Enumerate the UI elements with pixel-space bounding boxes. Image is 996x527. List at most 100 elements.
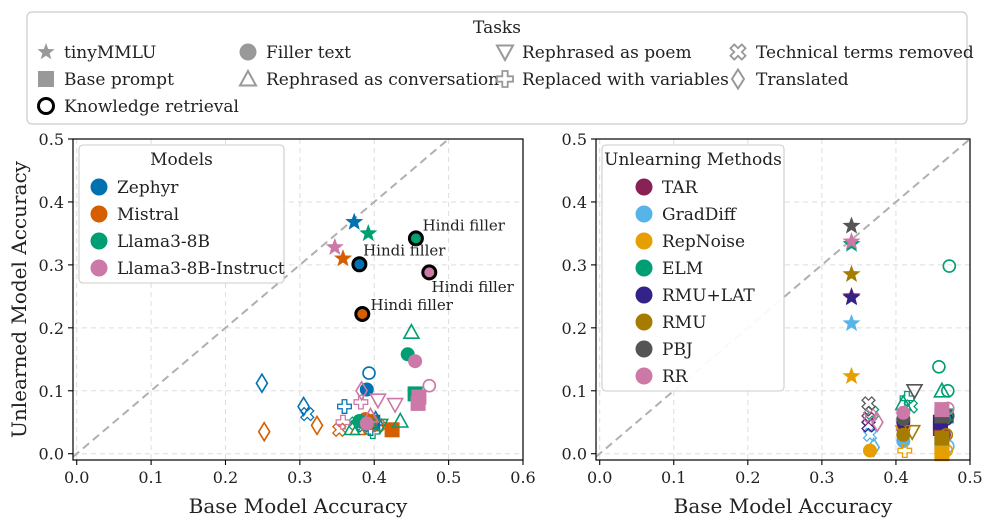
left-legend-swatch-llama3-8b-instruct [90, 259, 108, 277]
left-point-zephyr-diamond [297, 395, 311, 418]
right-diagonal-line [595, 138, 971, 458]
right-point-rmu-lat-star [842, 288, 861, 306]
tasks-legend-diamond-icon [730, 67, 746, 91]
tasks-legend-label-rephrased-conversation: Rephrased as conversation [266, 70, 499, 90]
left-point-llama3-8b-instruct-triangle-down [369, 393, 387, 410]
tasks-legend-x-icon [729, 43, 747, 61]
tasks-legend-circle-icon [239, 43, 257, 61]
left-y-tick-label: 0.2 [39, 319, 64, 338]
left-x-tick-label: 0.5 [436, 468, 461, 487]
tasks-legend-label-translated: Translated [756, 70, 849, 90]
hindi-filler-annotation: Hindi filler [432, 278, 515, 296]
left-y-tick-label: 0.1 [39, 382, 64, 401]
left-x-tick-label: 0.1 [138, 468, 163, 487]
left-point-zephyr-circle-open [362, 366, 376, 380]
right-point-pbj-x [861, 396, 876, 411]
left-point-mistral-diamond [257, 421, 271, 443]
right-point-repnoise-plus [897, 443, 913, 459]
right-legend-title: Unlearning Methods [604, 150, 782, 170]
left-axes-frame [72, 138, 524, 461]
left-diagonal-line [72, 138, 450, 458]
left-legend-label: Llama3-8B-Instruct [117, 259, 285, 279]
right-legend-swatch-rmu-lat [635, 286, 653, 304]
right-x-tick-label: 0.1 [661, 468, 686, 487]
left-y-tick-label: 0.3 [39, 256, 64, 275]
left-point-mistral-square [384, 422, 400, 438]
right-point-rr-x [862, 408, 878, 424]
right-legend-swatch-graddiff [635, 205, 653, 223]
tasks-legend-plus-icon [496, 70, 514, 88]
right-point-pbj-star [842, 216, 861, 234]
left-point-llama3-8b-star [359, 223, 378, 242]
hindi-filler-annotation: Hindi filler [363, 241, 446, 259]
right-legend-label: RMU+LAT [662, 286, 755, 306]
tasks-legend-title: Tasks [473, 18, 521, 38]
right-legend-label: GradDiff [662, 205, 738, 225]
left-point-mistral-x [331, 422, 347, 438]
right-point-elm-plus [899, 390, 915, 406]
left-point-llama3-8b-instruct-plus [353, 394, 369, 410]
left-point-mistral-diamond [310, 414, 324, 436]
left-point-llama3-8b-instruct-circle-open [422, 378, 437, 393]
right-legend-swatch-tar [635, 178, 653, 196]
left-point-llama3-8b-instruct-diamond [355, 380, 369, 402]
right-legend-label: TAR [662, 178, 699, 198]
left-point-zephyr-ring [351, 256, 368, 273]
left-y-tick-label: 0.5 [39, 130, 64, 149]
hindi-filler-annotation: Hindi filler [371, 296, 454, 314]
right-point-repnoise-triangle-up [933, 438, 952, 455]
right-y-tick-label: 0.1 [562, 382, 587, 401]
right-panel: 0.0 0.1 0.2 0.3 0.4 0.5 0.0 0.1 0.2 0.3 0.4 0.5 Bas… [562, 130, 983, 518]
left-x-tick-label: 0.0 [64, 468, 89, 487]
left-point-mistral-ring [354, 306, 371, 322]
tasks-legend: Tasks tinyMMLU Base prompt Knowledge ret… [26, 11, 974, 125]
tasks-legend-label-base-prompt: Base prompt [64, 70, 174, 90]
right-point-repnoise-circle [863, 443, 877, 458]
left-point-llama3-8b-instruct-circle [408, 354, 423, 369]
right-x-tick-label: 0.2 [735, 468, 760, 487]
tasks-legend-label-knowledge-retrieval: Knowledge retrieval [64, 97, 239, 117]
left-point-llama3-8b-instruct-plus [335, 414, 351, 430]
right-point-rmu-circle-open [939, 427, 954, 442]
left-point-llama3-8b-x [348, 416, 363, 431]
left-points [255, 212, 438, 443]
tasks-legend-label-rephrased-poem: Rephrased as poem [522, 43, 692, 63]
right-y-tick-label: 0.3 [562, 256, 587, 275]
tasks-legend-label-replaced-variables: Replaced with variables [522, 70, 729, 90]
methods-legend: Unlearning Methods TAR GradDiff RepNoise ELM… [601, 144, 785, 392]
right-y-tick-label: 0.4 [562, 193, 587, 212]
right-legend-swatch-repnoise [635, 232, 653, 250]
left-point-llama3-8b-ring [407, 230, 424, 247]
tasks-legend-triangle-down-icon [495, 44, 515, 63]
right-ticks: 0.0 0.1 0.2 0.3 0.4 0.5 0.0 0.1 0.2 0.3 0.4 0.5 [562, 130, 983, 487]
right-x-tick-label: 0.0 [587, 468, 612, 487]
right-legend-label: RMU [662, 313, 707, 333]
tasks-legend-label-technical-terms: Technical terms removed [756, 43, 974, 63]
left-legend-label: Mistral [117, 205, 179, 225]
tasks-legend-square-icon [38, 71, 54, 87]
left-point-llama3-8b-instruct-triangle-down [386, 397, 404, 414]
right-legend-swatch-elm [635, 259, 653, 277]
right-x-tick-label: 0.4 [883, 468, 908, 487]
left-x-axis-label: Base Model Accuracy [189, 494, 408, 518]
left-y-axis-label: Unlearned Model Accuracy [7, 160, 31, 438]
left-point-zephyr-star [345, 212, 364, 230]
right-point-elm-triangle-up [933, 381, 951, 398]
right-point-rr-diamond [870, 411, 884, 433]
right-point-rmu-circle [896, 427, 911, 442]
left-legend-label: Zephyr [117, 178, 179, 198]
right-point-elm-circle-open [932, 359, 946, 374]
left-point-llama3-8b-triangle-up [343, 419, 361, 436]
left-point-zephyr-x [299, 406, 315, 422]
tasks-legend-label-tinymmlu: tinyMMLU [64, 43, 156, 63]
models-legend: Models Zephyr Mistral Llama3-8B Llama3-8B-In… [78, 144, 285, 284]
tasks-legend-ring-icon [37, 97, 55, 115]
right-point-rmu-lat-x [861, 418, 876, 433]
right-point-elm-circle-open [940, 383, 955, 398]
left-point-mistral-star [333, 249, 353, 267]
right-x-tick-label: 0.3 [809, 468, 834, 487]
right-legend-label: PBJ [662, 340, 693, 360]
left-x-tick-label: 0.2 [213, 468, 238, 487]
